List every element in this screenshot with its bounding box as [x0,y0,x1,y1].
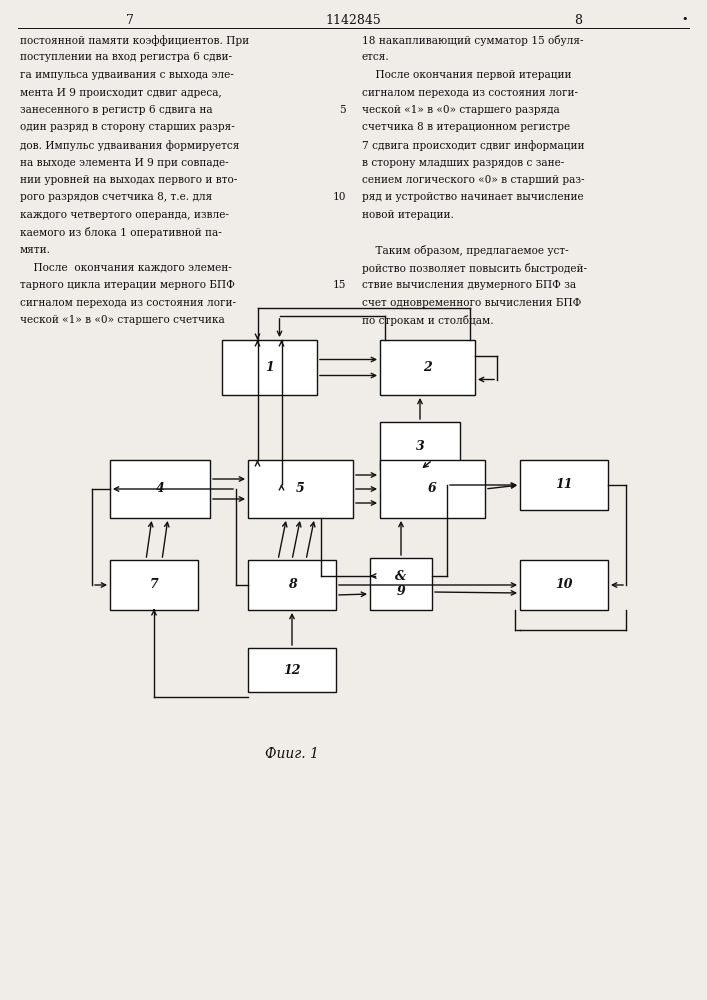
Text: 1142845: 1142845 [325,14,381,27]
Text: &
9: & 9 [395,570,407,598]
Text: мяти.: мяти. [20,245,51,255]
Text: новой итерации.: новой итерации. [362,210,454,220]
Text: Фuuг. 1: Фuuг. 1 [265,747,319,761]
Text: один разряд в сторону старших разря-: один разряд в сторону старших разря- [20,122,235,132]
Text: 5: 5 [296,483,305,495]
Text: мента И 9 происходит сдвиг адреса,: мента И 9 происходит сдвиг адреса, [20,88,222,98]
Text: на выходе элемента И 9 при совпаде-: на выходе элемента И 9 при совпаде- [20,157,228,167]
Text: каемого из блока 1 оперативной па-: каемого из блока 1 оперативной па- [20,228,222,238]
Text: 8: 8 [574,14,582,27]
Text: ряд и устройство начинает вычисление: ряд и устройство начинает вычисление [362,192,583,202]
Text: 7 сдвига происходит сдвиг информации: 7 сдвига происходит сдвиг информации [362,140,585,151]
Text: в сторону младших разрядов с зане-: в сторону младших разрядов с зане- [362,157,564,167]
Bar [248,648,336,692]
Bar [370,558,432,610]
Text: тарного цикла итерации мерного БПФ: тарного цикла итерации мерного БПФ [20,280,235,290]
Text: Таким образом, предлагаемое уст-: Таким образом, предлагаемое уст- [362,245,568,256]
Text: по строкам и столбцам.: по строкам и столбцам. [362,315,493,326]
Bar [248,560,336,610]
Text: ствие вычисления двумерного БПФ за: ствие вычисления двумерного БПФ за [362,280,576,290]
Text: сигналом перехода из состояния логи-: сигналом перехода из состояния логи- [362,88,578,98]
Text: ется.: ется. [362,52,390,62]
Text: рого разрядов счетчика 8, т.е. для: рого разрядов счетчика 8, т.е. для [20,192,212,202]
Bar [520,460,608,510]
Bar [520,560,608,610]
Text: 11: 11 [555,479,573,491]
Text: 5: 5 [339,105,346,115]
Text: 2: 2 [423,361,432,374]
Text: сением логического «0» в старший раз-: сением логического «0» в старший раз- [362,175,585,185]
Text: ческой «1» в «0» старшего разряда: ческой «1» в «0» старшего разряда [362,105,560,115]
Text: 8: 8 [288,578,296,591]
Text: 7: 7 [150,578,158,591]
Text: 12: 12 [284,664,300,676]
Text: 15: 15 [332,280,346,290]
Text: га импульса удваивания с выхода эле-: га импульса удваивания с выхода эле- [20,70,234,80]
Text: 10: 10 [555,578,573,591]
Text: занесенного в регистр 6 сдвига на: занесенного в регистр 6 сдвига на [20,105,213,115]
Bar [222,340,317,395]
Text: ройство позволяет повысить быстродей-: ройство позволяет повысить быстродей- [362,262,587,273]
Bar [380,460,485,518]
Text: •: • [682,14,688,24]
Text: счет одновременного вычисления БПФ: счет одновременного вычисления БПФ [362,298,581,308]
Text: После  окончания каждого элемен-: После окончания каждого элемен- [20,262,232,272]
Text: 6: 6 [428,483,437,495]
Text: постоянной памяти коэффициентов. При: постоянной памяти коэффициентов. При [20,35,249,46]
Text: дов. Импульс удваивания формируется: дов. Импульс удваивания формируется [20,140,240,151]
Bar [110,460,210,518]
Text: нии уровней на выходах первого и вто-: нии уровней на выходах первого и вто- [20,175,238,185]
Bar [380,422,460,470]
Text: 4: 4 [156,483,164,495]
Text: 18 накапливающий сумматор 15 обуля-: 18 накапливающий сумматор 15 обуля- [362,35,583,46]
Text: 3: 3 [416,440,424,452]
Text: поступлении на вход регистра 6 сдви-: поступлении на вход регистра 6 сдви- [20,52,232,62]
Bar [110,560,198,610]
Text: ческой «1» в «0» старшего счетчика: ческой «1» в «0» старшего счетчика [20,315,225,325]
Text: 7: 7 [126,14,134,27]
Text: счетчика 8 в итерационном регистре: счетчика 8 в итерационном регистре [362,122,570,132]
Text: каждого четвертого операнда, извле-: каждого четвертого операнда, извле- [20,210,229,220]
Text: сигналом перехода из состояния логи-: сигналом перехода из состояния логи- [20,298,236,308]
Text: 10: 10 [332,192,346,202]
Bar [248,460,353,518]
Text: 1: 1 [265,361,274,374]
Text: После окончания первой итерации: После окончания первой итерации [362,70,571,80]
Bar [380,340,475,395]
